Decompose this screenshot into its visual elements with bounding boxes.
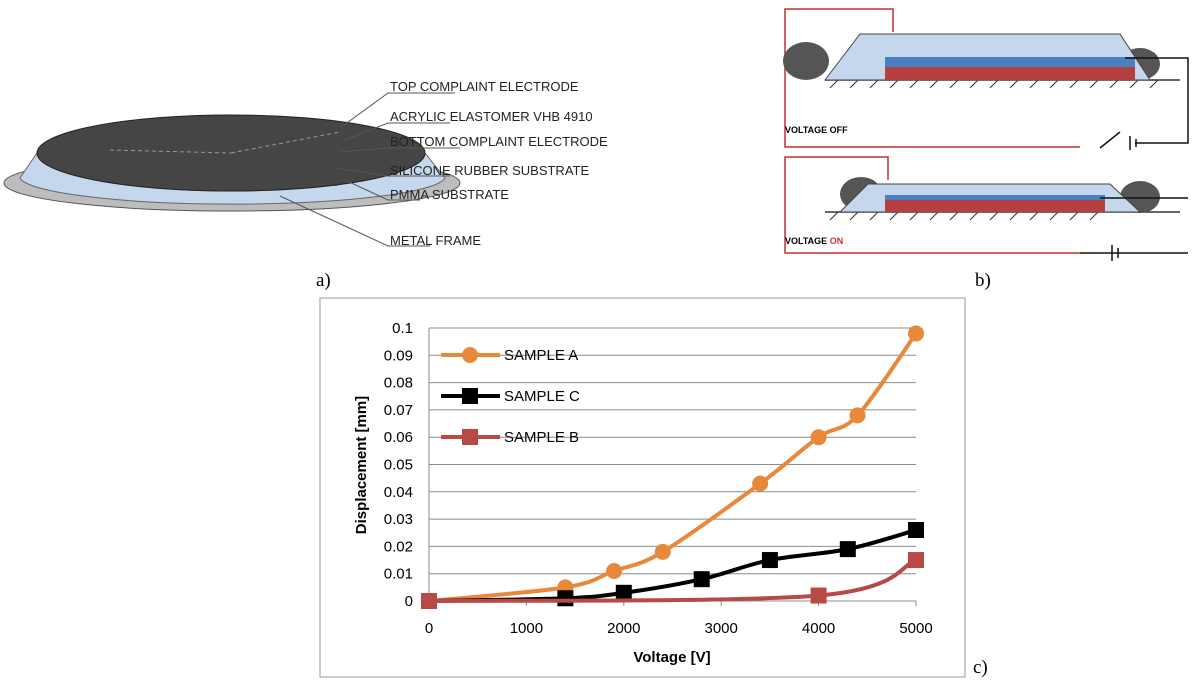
y-tick-label: 0 xyxy=(405,593,413,610)
y-tick-label: 0.02 xyxy=(384,538,413,555)
marker xyxy=(615,584,632,601)
y-tick-label: 0.08 xyxy=(384,375,413,392)
panel-label: a) xyxy=(316,270,331,291)
y-tick-label: 0.01 xyxy=(384,566,413,583)
plot: 0 0.01 0.02 0.03 0.04 0.05 0.06 0.07 0.08 0.09 0.1… xyxy=(384,320,933,637)
x-tick-label: 1000 xyxy=(510,620,543,637)
marker xyxy=(810,429,827,446)
panel-label: b) xyxy=(975,270,991,291)
marker xyxy=(557,590,574,607)
y-tick-label: 0.06 xyxy=(384,429,413,446)
layer-label: PMMA SUBSTRATE xyxy=(390,187,509,202)
chart-frame xyxy=(319,297,966,678)
marker xyxy=(462,388,478,404)
leader-lines xyxy=(279,92,460,247)
legend-entry: SAMPLE A xyxy=(441,347,578,364)
y-tick-label: 0.09 xyxy=(384,347,413,364)
y-tick-label: 0.05 xyxy=(384,457,413,474)
y-tick-label: 0.03 xyxy=(384,511,413,528)
marker xyxy=(908,552,924,569)
legend-entry: SAMPLE C xyxy=(441,388,580,405)
legend-label: SAMPLE A xyxy=(504,347,578,364)
marker xyxy=(908,522,924,539)
panel-b-diagram: VOLTAGE OFF VOLTAGE ON b) xyxy=(783,8,1189,291)
x-tick-label: 3000 xyxy=(705,620,738,637)
marker xyxy=(752,475,769,492)
layer-label: TOP COMPLAINT ELECTRODE xyxy=(390,79,579,94)
marker xyxy=(462,429,478,445)
marker xyxy=(606,562,623,579)
legend-label: SAMPLE B xyxy=(504,429,579,446)
state-word: ON xyxy=(830,236,844,246)
marker xyxy=(761,552,778,569)
marker xyxy=(421,593,437,609)
y-tick-label: 0.04 xyxy=(384,484,413,501)
series-line xyxy=(428,528,917,603)
layer-label: SILICONE RUBBER SUBSTRATE xyxy=(390,163,589,178)
panel-a-diagram: TOP COMPLAINT ELECTRODE ACRYLIC ELASTOME… xyxy=(3,79,608,291)
marker xyxy=(810,587,827,604)
y-tick-label: 0.07 xyxy=(384,402,413,419)
x-tick-label: 2000 xyxy=(607,620,640,637)
y-tick-label: 0.1 xyxy=(392,320,413,337)
state-label: VOLTAGE ON xyxy=(785,236,843,246)
y-axis-label: Displacement [mm] xyxy=(353,396,370,534)
marker xyxy=(839,541,856,558)
cut-line xyxy=(109,131,341,154)
x-axis-label: Voltage [V] xyxy=(633,649,710,666)
state-prefix: VOLTAGE xyxy=(785,236,827,246)
series-line xyxy=(428,332,918,603)
legend-label: SAMPLE C xyxy=(504,388,580,405)
panel-label: c) xyxy=(973,657,988,678)
marker xyxy=(693,571,710,588)
series-line xyxy=(428,558,917,603)
x-tick-label: 5000 xyxy=(899,620,932,637)
marker xyxy=(654,543,671,560)
x-tick-label: 4000 xyxy=(802,620,835,637)
layer-label: ACRYLIC ELASTOMER VHB 4910 xyxy=(390,109,593,124)
marker xyxy=(462,347,478,363)
state-label: VOLTAGE OFF xyxy=(785,125,848,135)
marker xyxy=(849,407,866,424)
x-tick-label: 0 xyxy=(425,620,433,637)
marker xyxy=(908,325,924,342)
legend-entry: SAMPLE B xyxy=(441,429,579,446)
layer-label: BOTTOM COMPLAINT ELECTRODE xyxy=(390,134,608,149)
layer-label: METAL FRAME xyxy=(390,233,481,248)
